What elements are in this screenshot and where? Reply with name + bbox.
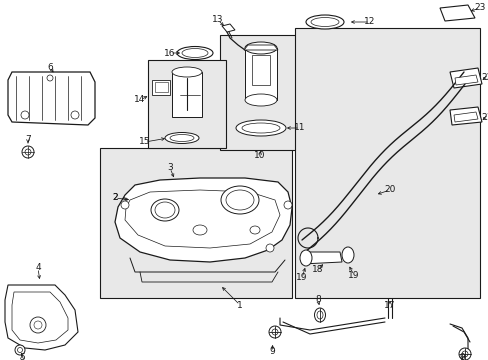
Text: 23: 23 [473, 4, 485, 13]
Ellipse shape [341, 247, 353, 263]
Text: 2: 2 [112, 194, 118, 202]
Text: 4: 4 [35, 264, 41, 273]
Ellipse shape [221, 186, 259, 214]
Ellipse shape [177, 46, 213, 59]
Text: 10: 10 [254, 150, 265, 159]
Polygon shape [152, 80, 170, 95]
Ellipse shape [193, 225, 206, 235]
Ellipse shape [18, 347, 22, 352]
Text: 14: 14 [134, 95, 145, 104]
Polygon shape [5, 285, 78, 350]
Text: 6: 6 [47, 63, 53, 72]
Ellipse shape [299, 250, 311, 266]
Ellipse shape [151, 199, 179, 221]
Ellipse shape [249, 226, 260, 234]
Ellipse shape [244, 42, 276, 54]
Bar [100, 148, 291, 298]
Ellipse shape [242, 123, 280, 133]
Ellipse shape [284, 201, 291, 209]
Polygon shape [155, 82, 168, 92]
Text: 22: 22 [480, 73, 488, 82]
Text: 17: 17 [384, 301, 395, 310]
Ellipse shape [47, 75, 53, 81]
Polygon shape [449, 68, 481, 88]
Text: 5: 5 [19, 354, 25, 360]
Ellipse shape [316, 311, 323, 319]
Ellipse shape [15, 345, 25, 355]
Bar [294, 28, 479, 298]
Text: 2: 2 [112, 194, 118, 202]
Polygon shape [454, 75, 477, 85]
Text: 20: 20 [384, 185, 395, 194]
Ellipse shape [21, 111, 29, 119]
Text: 16: 16 [164, 49, 175, 58]
Ellipse shape [225, 190, 253, 210]
Ellipse shape [236, 120, 285, 136]
Ellipse shape [170, 135, 194, 141]
Text: 13: 13 [212, 15, 224, 24]
Polygon shape [453, 112, 477, 122]
Polygon shape [8, 72, 95, 125]
Text: 11: 11 [294, 123, 305, 132]
Ellipse shape [172, 67, 202, 77]
Text: 19: 19 [296, 274, 307, 283]
Ellipse shape [121, 201, 129, 209]
Ellipse shape [34, 321, 42, 329]
Polygon shape [115, 178, 291, 262]
Ellipse shape [305, 15, 343, 29]
Text: 18: 18 [312, 266, 323, 274]
Ellipse shape [310, 18, 338, 27]
Bar [251, 55, 269, 85]
Ellipse shape [182, 49, 207, 58]
Polygon shape [302, 252, 341, 264]
Ellipse shape [458, 348, 470, 360]
Polygon shape [449, 107, 481, 125]
Bar [148, 60, 225, 148]
Ellipse shape [271, 329, 278, 335]
Polygon shape [222, 24, 235, 32]
Text: 9: 9 [268, 347, 274, 356]
Ellipse shape [244, 94, 276, 106]
Bar [172, 72, 202, 117]
Ellipse shape [268, 326, 281, 338]
Text: 15: 15 [139, 138, 150, 147]
Ellipse shape [164, 132, 199, 144]
Ellipse shape [22, 146, 34, 158]
Ellipse shape [314, 308, 325, 322]
Ellipse shape [265, 244, 273, 252]
Ellipse shape [30, 317, 46, 333]
Text: 7: 7 [25, 135, 31, 144]
Polygon shape [244, 45, 278, 50]
Ellipse shape [461, 351, 467, 357]
Text: 3: 3 [167, 163, 173, 172]
Text: 1: 1 [237, 301, 243, 310]
Bar [220, 35, 299, 150]
Polygon shape [439, 5, 474, 21]
Text: 21: 21 [480, 113, 488, 122]
Text: 19: 19 [347, 270, 359, 279]
Ellipse shape [25, 149, 31, 155]
Text: 9: 9 [458, 354, 464, 360]
Text: 12: 12 [364, 18, 375, 27]
Text: 8: 8 [314, 296, 320, 305]
Ellipse shape [71, 111, 79, 119]
Ellipse shape [155, 202, 175, 218]
Bar [244, 48, 276, 100]
